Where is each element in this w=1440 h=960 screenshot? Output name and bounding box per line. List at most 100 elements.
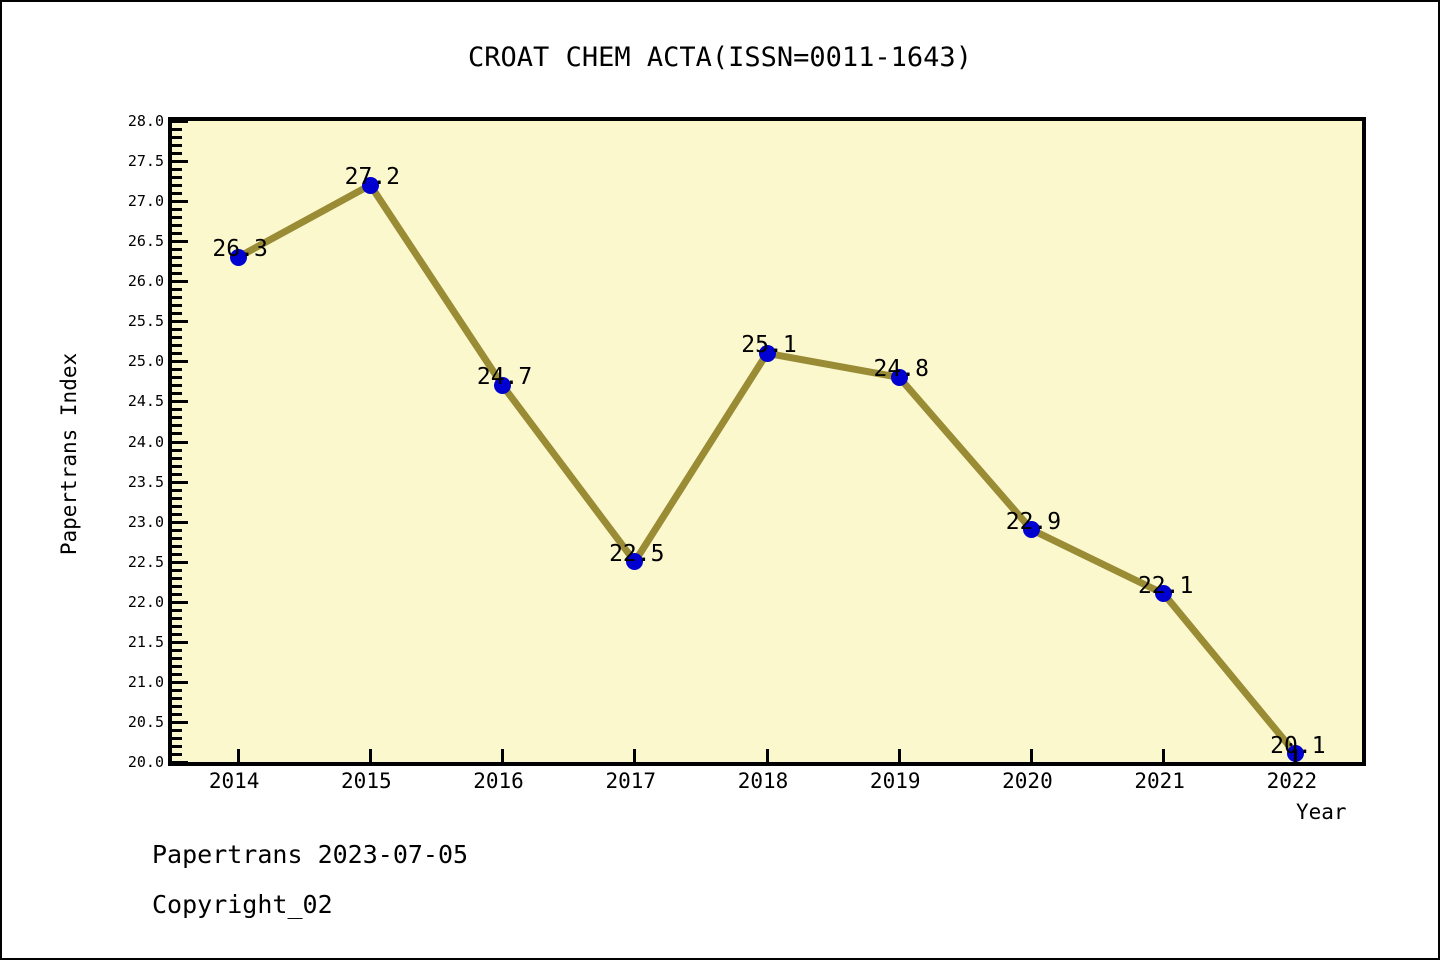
y-tick-minor — [172, 576, 182, 580]
footer-copyright: Copyright_02 — [152, 890, 333, 919]
y-tick-major — [172, 600, 188, 604]
x-tick-label: 2019 — [869, 769, 921, 793]
x-tick-label: 2014 — [208, 769, 260, 793]
y-tick-major — [172, 280, 188, 284]
y-tick-minor — [172, 504, 182, 508]
y-tick-minor — [172, 528, 182, 532]
plot-area: 26.3 27.2 24.7 22.5 25.1 24.8 22.9 22.1 20.1 — [168, 117, 1366, 766]
y-tick-minor — [172, 632, 182, 636]
y-tick-minor — [172, 424, 182, 428]
series-line — [234, 181, 1300, 758]
y-tick-label: 22.5 — [127, 552, 164, 571]
y-tick-major — [172, 440, 188, 444]
y-tick-minor — [172, 272, 182, 276]
y-tick-major — [172, 320, 188, 324]
data-point-label: 20.1 — [1270, 732, 1326, 759]
data-point-label: 24.8 — [873, 356, 929, 383]
y-tick-minor — [172, 744, 182, 748]
y-tick-minor — [172, 544, 182, 548]
y-tick-minor — [172, 472, 182, 476]
y-tick-minor — [172, 152, 182, 156]
x-tick-major — [1162, 749, 1166, 762]
y-tick-minor — [172, 568, 182, 572]
y-tick-major — [172, 560, 188, 564]
y-tick-minor — [172, 392, 182, 396]
y-tick-minor — [172, 224, 182, 228]
y-tick-label: 21.0 — [127, 672, 164, 691]
y-tick-minor — [172, 368, 182, 372]
y-tick-minor — [172, 704, 182, 708]
data-point-label: 27.2 — [344, 164, 401, 191]
y-tick-minor — [172, 464, 182, 468]
y-tick-label: 27.5 — [127, 152, 164, 171]
x-tick-major — [236, 749, 240, 762]
x-axis-title: Year — [1296, 800, 1347, 824]
y-tick-major — [172, 240, 188, 244]
y-tick-minor — [172, 456, 182, 460]
y-tick-minor — [172, 608, 182, 612]
data-point[interactable] — [758, 344, 776, 362]
y-tick-label: 28.0 — [127, 112, 164, 130]
y-tick-minor — [172, 592, 182, 596]
x-tick-label: 2018 — [737, 769, 789, 793]
x-tick-label: 2022 — [1266, 769, 1318, 793]
y-tick-minor — [172, 432, 182, 436]
y-tick-minor — [172, 136, 182, 140]
y-tick-major — [172, 520, 188, 524]
x-tick-major — [368, 749, 372, 762]
y-tick-minor — [172, 264, 182, 268]
footer-date: Papertrans 2023-07-05 — [152, 840, 469, 869]
y-tick-minor — [172, 328, 182, 332]
y-tick-label: 27.0 — [127, 192, 164, 211]
data-point[interactable] — [1155, 585, 1173, 603]
y-tick-minor — [172, 696, 182, 700]
data-point[interactable] — [494, 376, 512, 394]
y-tick-minor — [172, 384, 182, 388]
x-tick-label: 2017 — [605, 769, 657, 793]
data-point-label: 22.1 — [1137, 572, 1194, 599]
y-tick-minor — [172, 408, 182, 412]
y-tick-minor — [172, 416, 182, 420]
y-tick-major — [172, 400, 188, 404]
y-tick-minor — [172, 552, 182, 556]
y-tick-minor — [172, 616, 182, 620]
data-point-label: 26.3 — [212, 236, 268, 263]
y-tick-minor — [172, 256, 182, 260]
y-tick-major — [172, 640, 188, 644]
data-point[interactable] — [626, 553, 644, 571]
y-tick-minor — [172, 216, 182, 220]
y-tick-minor — [172, 736, 182, 740]
y-tick-minor — [172, 656, 182, 660]
x-tick-major — [897, 749, 901, 762]
y-tick-label: 25.0 — [127, 352, 164, 371]
y-tick-minor — [172, 488, 182, 492]
data-point-label: 22.5 — [609, 540, 665, 567]
data-point[interactable] — [890, 368, 908, 386]
y-tick-minor — [172, 296, 182, 300]
x-tick-major — [633, 749, 637, 762]
y-tick-minor — [172, 728, 182, 732]
y-tick-minor — [172, 752, 182, 756]
y-tick-minor — [172, 168, 182, 172]
y-tick-minor — [172, 336, 182, 340]
y-tick-major — [172, 160, 188, 164]
y-tick-minor — [172, 176, 182, 180]
y-tick-minor — [172, 208, 182, 212]
y-tick-minor — [172, 344, 182, 348]
y-tick-major — [172, 200, 188, 204]
y-tick-label: 20.5 — [127, 712, 164, 731]
y-tick-minor — [172, 376, 182, 380]
data-point[interactable] — [229, 248, 247, 266]
y-tick-label: 23.5 — [127, 472, 164, 491]
y-tick-minor — [172, 184, 182, 188]
data-point-label: 22.9 — [1005, 508, 1062, 535]
chart-title: CROAT CHEM ACTA(ISSN=0011-1643) — [468, 42, 972, 73]
x-axis-tick-labels: 2014 2015 2016 2017 2018 2019 2020 2021 2022 — [168, 769, 1366, 799]
data-point[interactable] — [361, 176, 379, 194]
y-tick-label: 24.5 — [127, 392, 164, 411]
y-tick-label: 20.0 — [127, 753, 164, 771]
y-tick-minor — [172, 304, 182, 308]
data-point[interactable] — [1022, 521, 1040, 539]
y-tick-major — [172, 360, 188, 364]
y-tick-label: 24.0 — [127, 432, 164, 451]
